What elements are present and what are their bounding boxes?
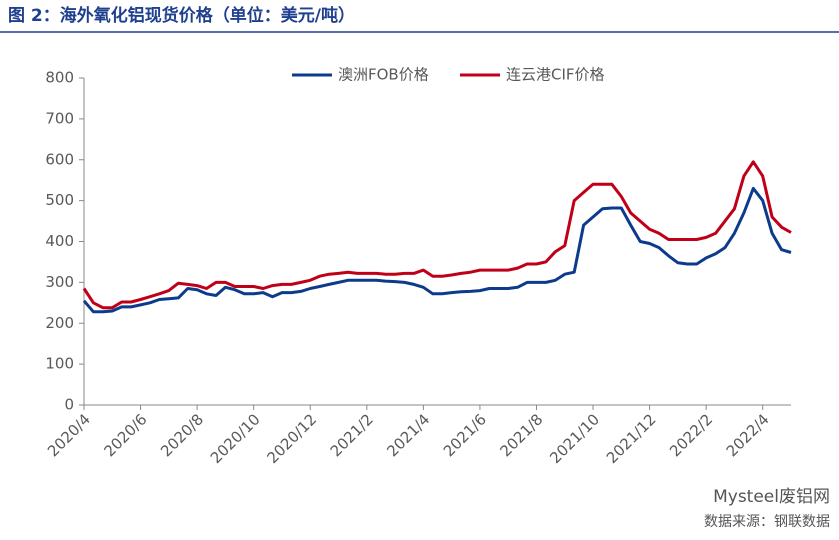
- chart-title: 图 2：海外氧化铝现货价格（单位：美元/吨）: [8, 5, 355, 26]
- x-tick-label: 2021/4: [383, 410, 433, 460]
- watermark: Mysteel废铝网: [713, 487, 830, 507]
- x-tick-label: 2021/6: [440, 410, 490, 460]
- y-tick-label: 800: [45, 69, 74, 87]
- x-tick-label: 2020/4: [44, 410, 94, 460]
- y-tick-label: 700: [45, 109, 74, 127]
- y-tick-label: 600: [45, 150, 74, 168]
- x-tick-label: 2020/10: [207, 410, 264, 467]
- y-tick-label: 200: [45, 314, 74, 332]
- x-tick-label: 2021/2: [327, 410, 377, 460]
- y-tick-label: 100: [45, 355, 74, 373]
- y-tick-label: 300: [45, 273, 74, 291]
- x-tick-label: 2021/10: [546, 410, 603, 467]
- x-tick-label: 2020/12: [263, 410, 320, 467]
- x-tick-label: 2021/8: [496, 410, 546, 460]
- x-tick-label: 2020/6: [101, 410, 151, 460]
- x-tick-label: 2022/2: [666, 410, 716, 460]
- legend-label: 连云港CIF价格: [506, 66, 605, 84]
- source-note: 数据来源：钢联数据: [704, 514, 830, 530]
- series-line: [82, 160, 792, 310]
- y-tick-label: 400: [45, 232, 74, 250]
- legend-label: 澳洲FOB价格: [338, 66, 429, 84]
- x-tick-label: 2022/4: [723, 410, 773, 460]
- y-tick-label: 0: [64, 396, 74, 414]
- series-line: [82, 186, 792, 314]
- y-tick-label: 500: [45, 191, 74, 209]
- x-tick-label: 2021/12: [603, 410, 660, 467]
- x-tick-label: 2020/8: [157, 410, 207, 460]
